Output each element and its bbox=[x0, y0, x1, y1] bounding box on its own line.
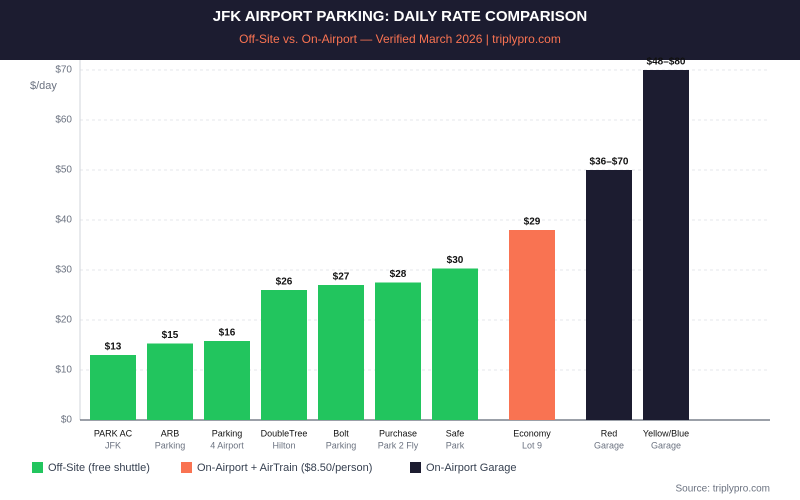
x-tick-sublabel: Parking bbox=[155, 440, 186, 450]
bar bbox=[318, 285, 364, 420]
bar-label: $15 bbox=[162, 330, 179, 341]
y-tick-label: $70 bbox=[55, 65, 72, 76]
x-tick-sublabel: Garage bbox=[594, 440, 624, 450]
bar bbox=[375, 282, 421, 420]
x-tick-label: Safe bbox=[446, 428, 465, 438]
legend-label: On-Airport + AirTrain ($8.50/person) bbox=[197, 462, 372, 474]
bar bbox=[432, 268, 478, 420]
legend-swatch bbox=[410, 462, 421, 473]
bar bbox=[204, 341, 250, 420]
bar bbox=[643, 70, 689, 420]
legend-label: On-Airport Garage bbox=[426, 462, 516, 474]
bar-label: $29 bbox=[524, 217, 541, 228]
x-tick-sublabel: Park 2 Fly bbox=[378, 440, 419, 450]
x-tick-sublabel: 4 Airport bbox=[210, 440, 244, 450]
bar bbox=[509, 230, 555, 420]
bar-label: $26 bbox=[276, 277, 293, 288]
y-tick-label: $20 bbox=[55, 315, 72, 326]
x-tick-sublabel: Park bbox=[446, 440, 465, 450]
x-tick-label: Purchase bbox=[379, 428, 417, 438]
x-tick-label: Yellow/Blue bbox=[643, 428, 689, 438]
y-tick-label: $30 bbox=[55, 265, 72, 276]
x-tick-sublabel: Parking bbox=[326, 440, 357, 450]
bar-label: $16 bbox=[219, 328, 236, 339]
x-tick-label: Red bbox=[601, 428, 618, 438]
source-note: Source: triplypro.com bbox=[676, 484, 770, 495]
x-tick-sublabel: Lot 9 bbox=[522, 440, 542, 450]
bar bbox=[147, 343, 193, 420]
y-tick-label: $10 bbox=[55, 365, 72, 376]
legend-swatch bbox=[181, 462, 192, 473]
x-tick-sublabel: JFK bbox=[105, 440, 121, 450]
legend-swatch bbox=[32, 462, 43, 473]
x-tick-sublabel: Hilton bbox=[272, 440, 295, 450]
bar-label: $28 bbox=[390, 269, 407, 280]
bar-label: $27 bbox=[333, 272, 350, 283]
y-tick-label: $60 bbox=[55, 115, 72, 126]
chart-title: JFK AIRPORT PARKING: DAILY RATE COMPARIS… bbox=[213, 8, 587, 25]
chart-subtitle: Off-Site vs. On-Airport — Verified March… bbox=[239, 32, 561, 46]
x-tick-label: Bolt bbox=[333, 428, 349, 438]
header-band bbox=[0, 0, 800, 60]
x-tick-label: ARB bbox=[161, 428, 180, 438]
bar-label: $48–$80 bbox=[647, 57, 686, 68]
bar-label: $36–$70 bbox=[590, 157, 629, 168]
legend-label: Off-Site (free shuttle) bbox=[48, 462, 150, 474]
x-tick-label: Economy bbox=[513, 428, 551, 438]
y-tick-label: $40 bbox=[55, 215, 72, 226]
y-tick-label: $0 bbox=[61, 415, 73, 426]
bar bbox=[261, 290, 307, 420]
bar-label: $30 bbox=[447, 255, 464, 266]
y-tick-label: $50 bbox=[55, 165, 72, 176]
y-axis-label: $/day bbox=[30, 80, 57, 92]
bar-label: $13 bbox=[105, 342, 122, 353]
x-tick-sublabel: Garage bbox=[651, 440, 681, 450]
bar bbox=[586, 170, 632, 420]
bar bbox=[90, 355, 136, 420]
x-tick-label: PARK AC bbox=[94, 428, 133, 438]
x-tick-label: Parking bbox=[212, 428, 243, 438]
x-tick-label: DoubleTree bbox=[261, 428, 308, 438]
